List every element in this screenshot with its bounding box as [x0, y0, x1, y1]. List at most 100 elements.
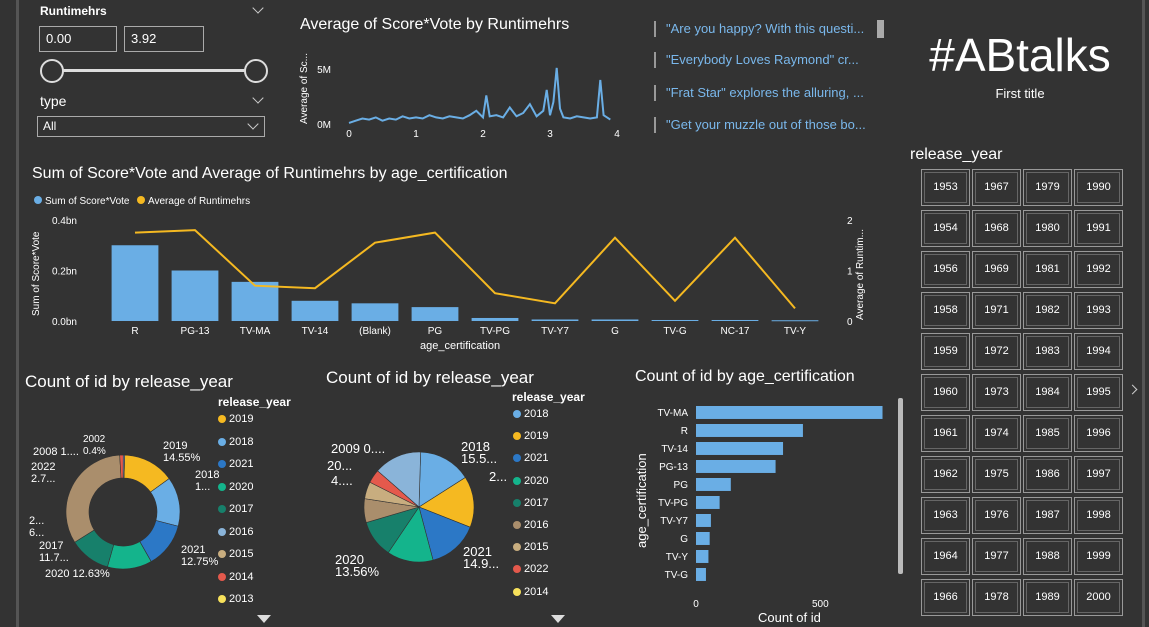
legend-item[interactable]: 2015	[218, 548, 253, 560]
year-button-1964[interactable]: 1964	[921, 538, 970, 575]
year-button-1981[interactable]: 1981	[1023, 251, 1072, 288]
bar[interactable]	[696, 496, 720, 509]
year-button-1999[interactable]: 1999	[1074, 538, 1123, 575]
quote-item[interactable]: "Get your muzzle out of those bo...	[666, 117, 866, 132]
year-button-1979[interactable]: 1979	[1023, 169, 1072, 206]
bar[interactable]	[696, 478, 731, 491]
legend-item[interactable]: 2019	[218, 413, 253, 425]
year-button-1988[interactable]: 1988	[1023, 538, 1072, 575]
legend-item[interactable]: 2022	[513, 563, 548, 575]
bar[interactable]	[111, 245, 159, 321]
year-button-1966[interactable]: 1966	[921, 579, 970, 616]
year-button-2000[interactable]: 2000	[1074, 579, 1123, 616]
legend-scroll-down-icon[interactable]	[551, 615, 565, 623]
year-button-1953[interactable]: 1953	[921, 169, 970, 206]
year-button-1963[interactable]: 1963	[921, 497, 970, 534]
year-button-1995[interactable]: 1995	[1074, 374, 1123, 411]
year-button-1980[interactable]: 1980	[1023, 210, 1072, 247]
bar[interactable]	[531, 319, 579, 321]
pie-slice[interactable]	[377, 451, 421, 508]
year-button-1998[interactable]: 1998	[1074, 497, 1123, 534]
bar[interactable]	[696, 424, 803, 437]
runtime-max-input[interactable]: 3.92	[124, 26, 204, 52]
quote-item[interactable]: "Everybody Loves Raymond" cr...	[666, 52, 859, 67]
year-button-1975[interactable]: 1975	[972, 456, 1021, 493]
bar[interactable]	[591, 319, 639, 321]
legend-item[interactable]: 2018	[218, 436, 253, 448]
legend-item[interactable]: 2016	[218, 526, 253, 538]
chevron-down-icon[interactable]	[252, 2, 264, 14]
bar[interactable]	[471, 317, 519, 321]
year-button-1954[interactable]: 1954	[921, 210, 970, 247]
type-dropdown[interactable]: All	[37, 116, 265, 137]
year-button-1960[interactable]: 1960	[921, 374, 970, 411]
pie-slice[interactable]	[418, 506, 471, 561]
legend-item[interactable]: 2014	[513, 586, 548, 598]
year-button-1984[interactable]: 1984	[1023, 374, 1072, 411]
year-button-1996[interactable]: 1996	[1074, 415, 1123, 452]
legend-item[interactable]: 2019	[513, 430, 548, 442]
legend-item[interactable]: 2021	[513, 452, 548, 464]
bar[interactable]	[696, 514, 711, 527]
year-button-1991[interactable]: 1991	[1074, 210, 1123, 247]
bar[interactable]	[711, 319, 759, 321]
year-button-1968[interactable]: 1968	[972, 210, 1021, 247]
legend-item[interactable]: 2017	[218, 503, 253, 515]
bar[interactable]	[696, 532, 710, 545]
slider-max-handle[interactable]	[244, 59, 268, 83]
year-button-1971[interactable]: 1971	[972, 292, 1021, 329]
bar[interactable]	[696, 406, 883, 419]
year-button-1993[interactable]: 1993	[1074, 292, 1123, 329]
year-button-1997[interactable]: 1997	[1074, 456, 1123, 493]
legend-item[interactable]: 2021	[218, 458, 253, 470]
year-button-1962[interactable]: 1962	[921, 456, 970, 493]
legend-scroll-down-icon[interactable]	[257, 615, 271, 623]
pie-slice[interactable]	[418, 477, 475, 528]
year-button-1983[interactable]: 1983	[1023, 333, 1072, 370]
bar[interactable]	[696, 460, 776, 473]
year-button-1994[interactable]: 1994	[1074, 333, 1123, 370]
year-button-1982[interactable]: 1982	[1023, 292, 1072, 329]
bar[interactable]	[411, 307, 459, 321]
year-button-1992[interactable]: 1992	[1074, 251, 1123, 288]
bar[interactable]	[291, 300, 339, 321]
hbar-scrollbar[interactable]	[898, 398, 903, 574]
bar[interactable]	[771, 320, 819, 322]
bar[interactable]	[351, 303, 399, 321]
year-button-1956[interactable]: 1956	[921, 251, 970, 288]
year-button-1969[interactable]: 1969	[972, 251, 1021, 288]
year-button-1973[interactable]: 1973	[972, 374, 1021, 411]
bar[interactable]	[696, 568, 706, 581]
year-button-1974[interactable]: 1974	[972, 415, 1021, 452]
quote-item[interactable]: "Frat Star" explores the alluring, ...	[666, 85, 864, 100]
bar[interactable]	[696, 442, 784, 455]
pie-slice[interactable]	[65, 454, 122, 543]
legend-item[interactable]: 2020	[218, 481, 253, 493]
legend-item[interactable]: 2020	[513, 475, 548, 487]
quotes-scrollbar[interactable]	[877, 20, 884, 38]
slider-min-handle[interactable]	[40, 59, 64, 83]
chevron-down-icon[interactable]	[252, 92, 264, 104]
legend-item[interactable]: 2017	[513, 497, 548, 509]
bar[interactable]	[231, 281, 279, 321]
bar[interactable]	[696, 550, 709, 563]
pie-slice[interactable]	[418, 451, 466, 508]
year-button-1959[interactable]: 1959	[921, 333, 970, 370]
legend-item[interactable]: 2013	[218, 593, 253, 605]
slider-track[interactable]	[52, 69, 256, 72]
year-button-1961[interactable]: 1961	[921, 415, 970, 452]
legend-item[interactable]: 2018	[513, 408, 548, 420]
pie-slice[interactable]	[122, 454, 126, 479]
chevron-right-icon[interactable]	[1127, 384, 1138, 395]
year-button-1972[interactable]: 1972	[972, 333, 1021, 370]
year-button-1978[interactable]: 1978	[972, 579, 1021, 616]
bar[interactable]	[171, 270, 219, 322]
year-button-1986[interactable]: 1986	[1023, 456, 1072, 493]
year-button-1989[interactable]: 1989	[1023, 579, 1072, 616]
year-button-1990[interactable]: 1990	[1074, 169, 1123, 206]
year-button-1987[interactable]: 1987	[1023, 497, 1072, 534]
year-button-1985[interactable]: 1985	[1023, 415, 1072, 452]
legend-item[interactable]: 2015	[513, 541, 548, 553]
legend-item[interactable]: 2016	[513, 519, 548, 531]
year-button-1977[interactable]: 1977	[972, 538, 1021, 575]
